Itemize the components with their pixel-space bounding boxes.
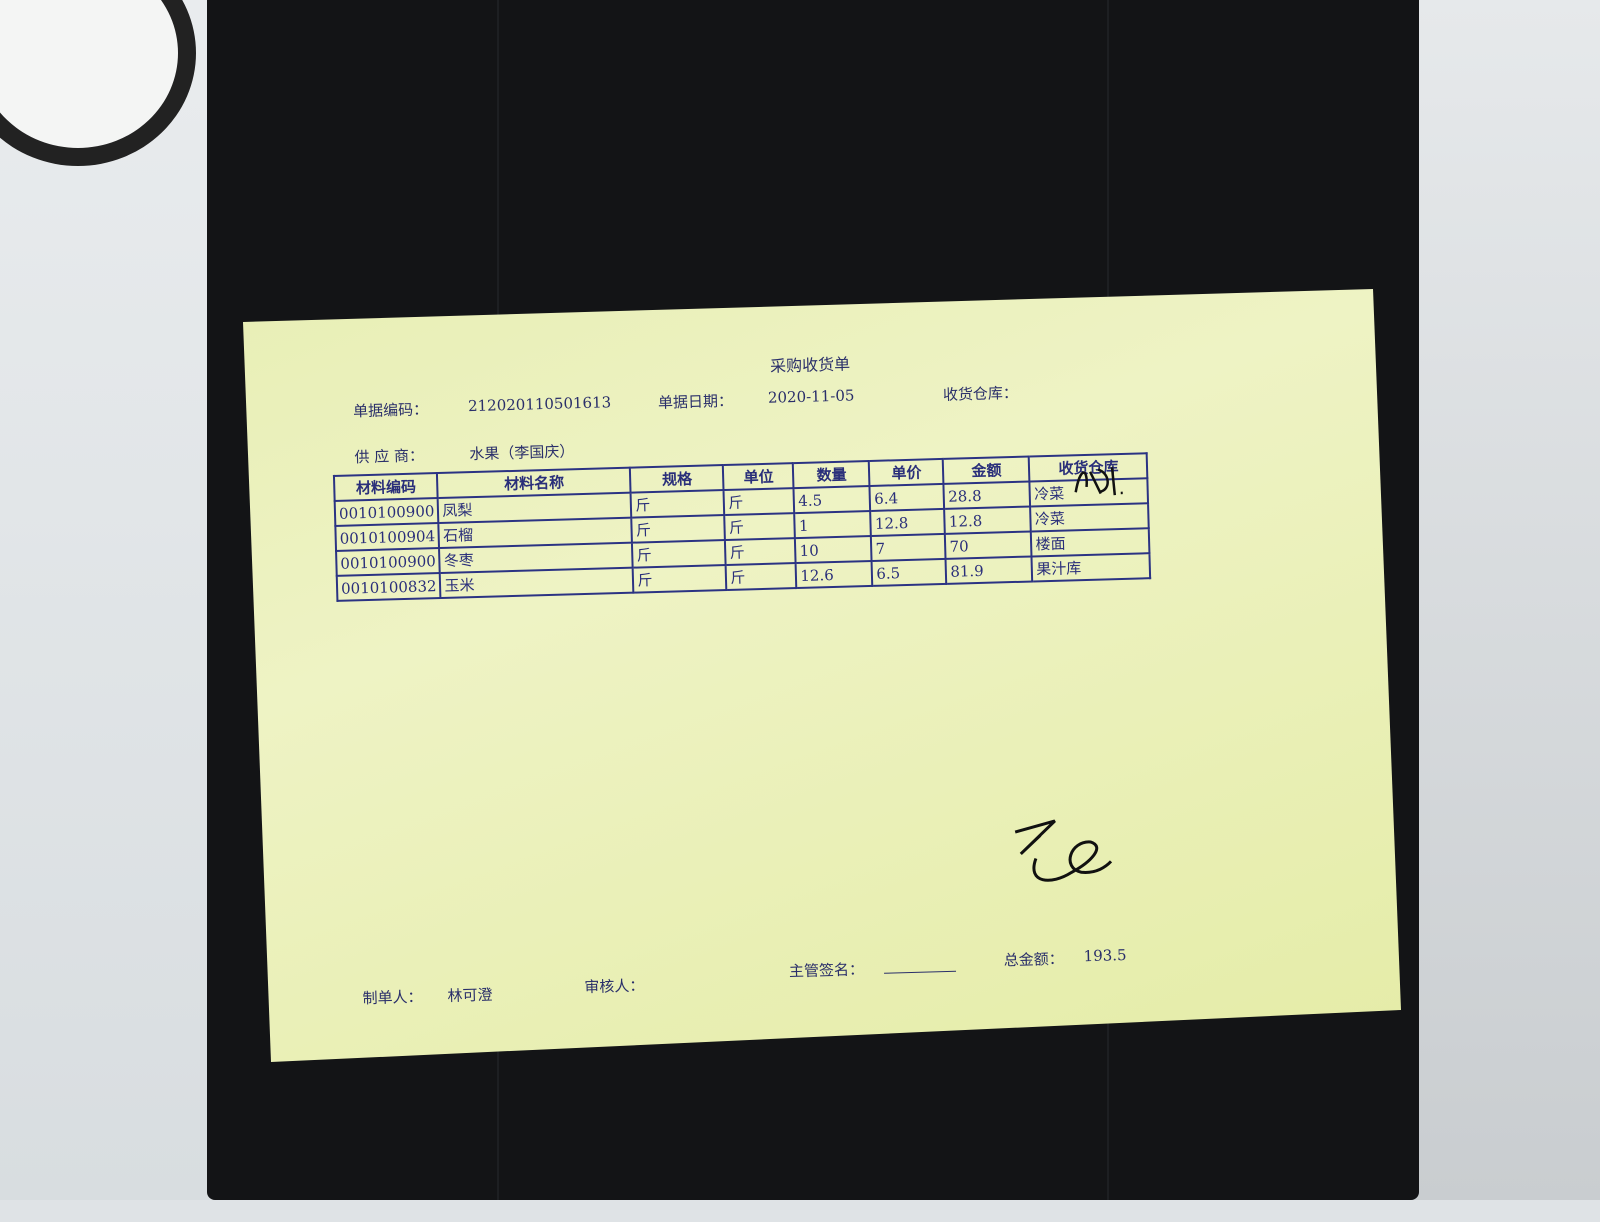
cell-qty: 1	[794, 510, 872, 539]
supervisor-label: 主管签名：	[788, 960, 865, 981]
cell-warehouse: 楼面	[1031, 528, 1150, 557]
cell-price: 12.8	[870, 508, 946, 536]
cell-unit: 斤	[723, 488, 795, 516]
col-unit: 单位	[723, 463, 794, 491]
cell-qty: 10	[795, 535, 872, 564]
cell-amount: 81.9	[945, 556, 1033, 584]
doc-date: 2020-11-05	[767, 386, 855, 407]
cell-amount: 28.8	[943, 481, 1031, 509]
items-table: 材料编码 材料名称 规格 单位 数量 单价 金额 收货仓库 0010100900…	[333, 452, 1152, 602]
supplier: 水果（李国庆）	[469, 442, 575, 464]
cell-qty: 4.5	[793, 485, 871, 514]
cell-qty: 12.6	[796, 560, 873, 589]
handwritten-signature	[1014, 819, 1113, 882]
col-amount: 金额	[943, 456, 1030, 484]
total-label: 总金额：	[1003, 949, 1064, 970]
supplier-label: 供 应 商：	[354, 446, 425, 467]
doc-no-label: 单据编码：	[352, 400, 429, 421]
supervisor-signature-line	[884, 970, 957, 974]
desk-right	[1390, 0, 1600, 1200]
cell-amount: 12.8	[944, 506, 1032, 534]
cell-code: 0010100904	[335, 523, 440, 551]
doc-title: 采购收货单	[769, 354, 851, 376]
col-spec: 规格	[630, 465, 724, 493]
doc-no: 212020110501613	[467, 393, 612, 416]
cell-unit: 斤	[724, 513, 796, 541]
cell-warehouse: 果汁库	[1031, 553, 1151, 582]
cell-unit: 斤	[726, 563, 797, 591]
cell-unit: 斤	[725, 538, 797, 566]
maker: 林可澄	[447, 985, 493, 1005]
cell-name: 玉米	[440, 567, 634, 599]
cell-warehouse: 冷菜	[1030, 503, 1150, 532]
cell-spec: 斤	[632, 540, 727, 568]
col-price: 单价	[869, 458, 944, 486]
desk-left	[0, 0, 210, 1200]
cell-spec: 斤	[630, 490, 725, 518]
cell-price: 7	[871, 533, 946, 561]
doc-date-label: 单据日期：	[657, 391, 734, 412]
cell-amount: 70	[945, 531, 1032, 559]
cell-spec: 斤	[633, 565, 727, 593]
cell-code: 0010100832	[336, 573, 441, 601]
cell-code: 0010100900	[334, 498, 439, 526]
cell-code: 0010100900	[336, 548, 441, 576]
handwritten-note	[1074, 467, 1123, 496]
cell-price: 6.5	[871, 558, 947, 586]
reviewer-label: 审核人：	[584, 976, 645, 997]
col-qty: 数量	[793, 460, 870, 489]
total-amount: 193.5	[1083, 946, 1127, 966]
cell-price: 6.4	[869, 483, 945, 511]
maker-label: 制单人：	[362, 987, 423, 1008]
cell-spec: 斤	[631, 515, 726, 543]
col-code: 材料编码	[333, 473, 439, 501]
warehouse-label: 收货仓库：	[942, 383, 1019, 404]
